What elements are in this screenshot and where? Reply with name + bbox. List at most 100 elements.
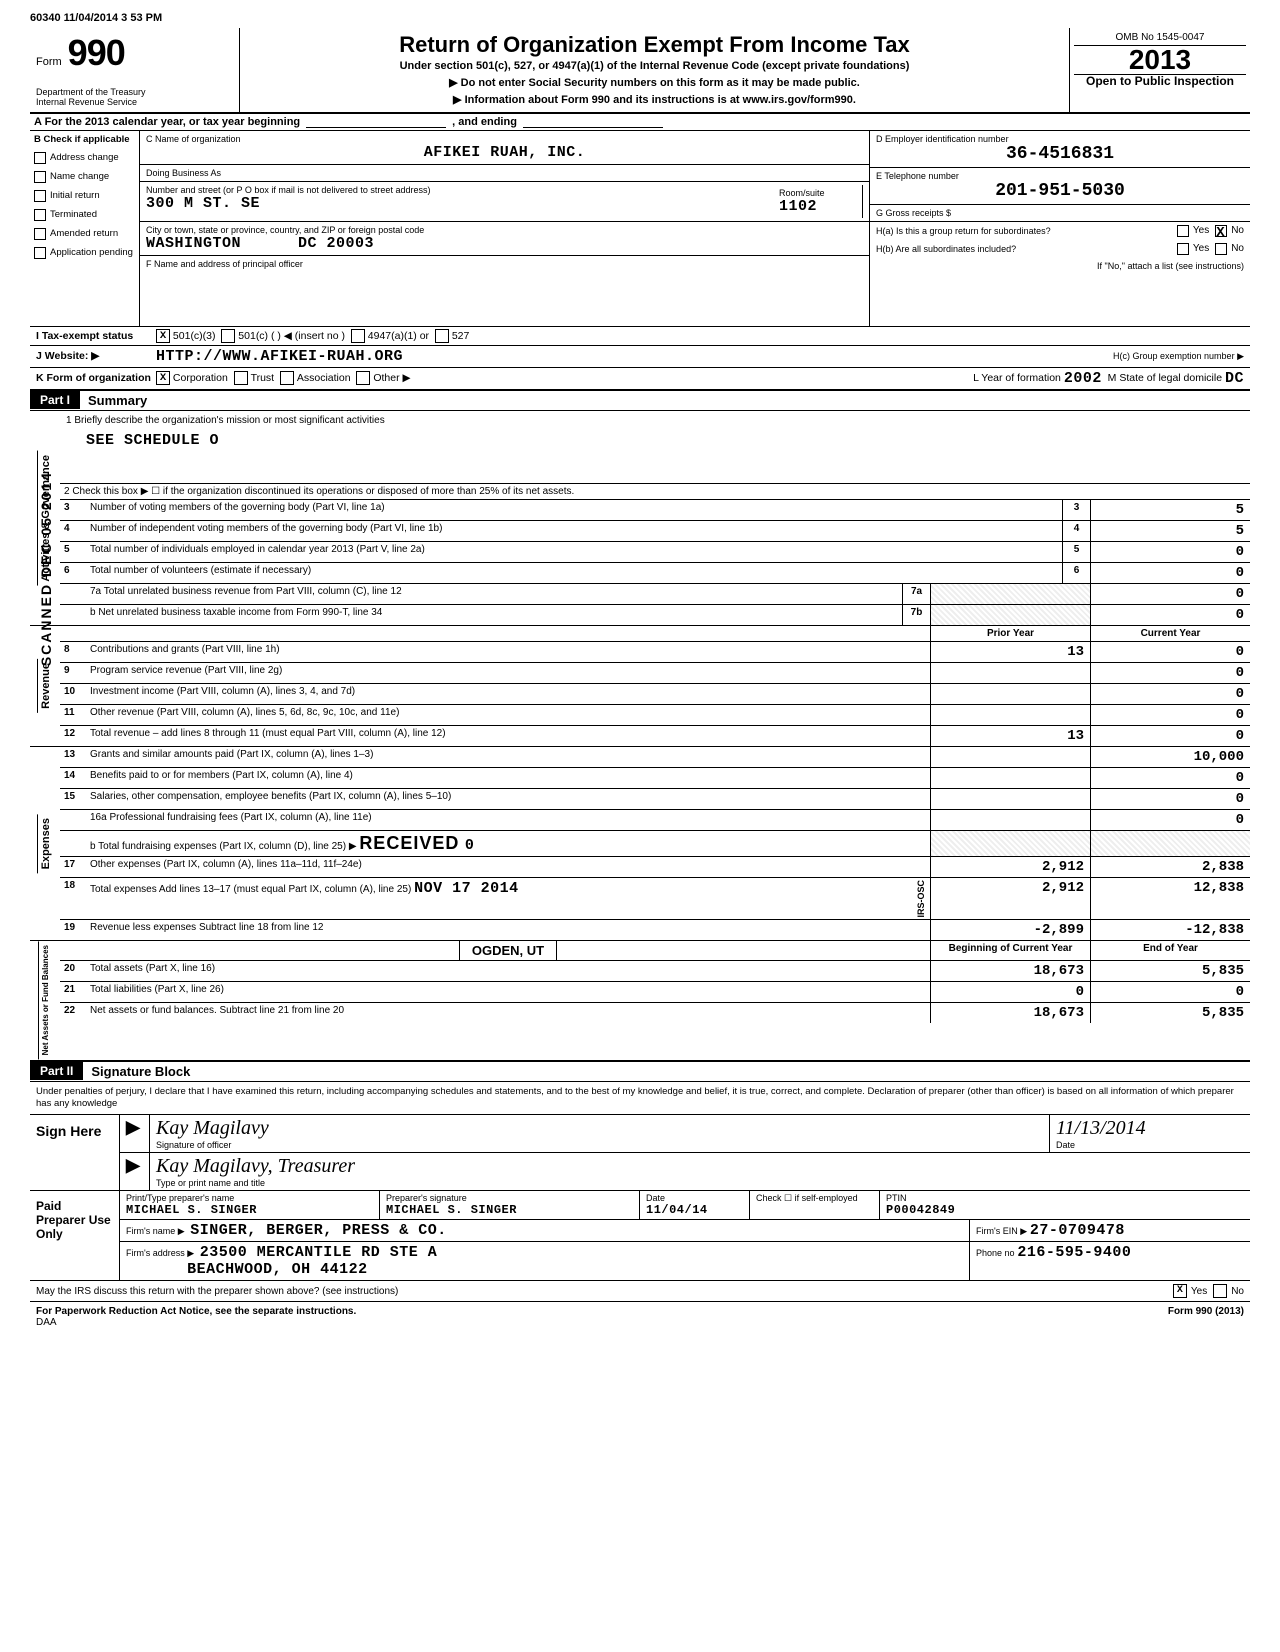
hb-note: If "No," attach a list (see instructions… [876, 261, 1244, 271]
state-domicile: DC [1225, 370, 1244, 387]
footer-form: Form 990 (2013) [1168, 1306, 1244, 1328]
form-word: Form [36, 56, 62, 68]
firm-phone: 216-595-9400 [1017, 1244, 1131, 1261]
line-22-beg: 18,673 [930, 1003, 1090, 1023]
chk-hb-no[interactable] [1215, 243, 1227, 255]
line-21: Total liabilities (Part X, line 26) [86, 982, 930, 1002]
chk-trust[interactable] [234, 371, 248, 385]
line-8-curr: 0 [1090, 642, 1250, 662]
line-10: Investment income (Part VIII, column (A)… [86, 684, 930, 704]
chk-amended[interactable] [34, 228, 46, 240]
opt-other: Other ▶ [373, 372, 410, 384]
website-url: HTTP://WWW.AFIKEI-RUAH.ORG [156, 348, 403, 365]
line-21-end: 0 [1090, 982, 1250, 1002]
hdr-beginning: Beginning of Current Year [930, 941, 1090, 960]
lbl-tax-exempt: I Tax-exempt status [36, 330, 156, 342]
chk-name-change[interactable] [34, 171, 46, 183]
chk-irs-no[interactable] [1213, 1284, 1227, 1298]
irs-osc: IRS-OSC [916, 880, 926, 918]
line-13: Grants and similar amounts paid (Part IX… [86, 747, 930, 767]
city: WASHINGTON [146, 235, 241, 252]
line-22-end: 5,835 [1090, 1003, 1250, 1023]
lbl-prep-sig: Preparer's signature [386, 1193, 633, 1203]
line-14: Benefits paid to or for members (Part IX… [86, 768, 930, 788]
open-public: Open to Public Inspection [1074, 75, 1246, 88]
line-8-prior: 13 [930, 642, 1090, 662]
lbl-ptin: PTIN [886, 1193, 1244, 1203]
line-7b: b Net unrelated business taxable income … [86, 605, 902, 625]
line-3-val: 5 [1090, 500, 1250, 520]
line-7a-val: 0 [1090, 584, 1250, 604]
line-1-desc: 1 Briefly describe the organization's mi… [66, 415, 1244, 426]
footer-paperwork: For Paperwork Reduction Act Notice, see … [36, 1306, 356, 1317]
lbl-hb: H(b) Are all subordinates included? [876, 244, 1171, 254]
chk-address-change[interactable] [34, 152, 46, 164]
lbl-officer: F Name and address of principal officer [146, 259, 863, 269]
line-20-end: 5,835 [1090, 961, 1250, 981]
prep-sig: MICHAEL S. SINGER [386, 1203, 633, 1217]
form-header: Form 990 Department of the Treasury Inte… [30, 28, 1250, 114]
phone: 201-951-5030 [876, 181, 1244, 201]
chk-terminated[interactable] [34, 209, 46, 221]
lbl-ein: D Employer identification number [876, 134, 1244, 144]
lbl-firm-addr: Firm's address ▶ [126, 1248, 194, 1258]
line-19-curr: -12,838 [1090, 920, 1250, 940]
chk-501c3[interactable]: X [156, 329, 170, 343]
line-12: Total revenue – add lines 8 through 11 (… [86, 726, 930, 746]
lbl-org-name: C Name of organization [146, 134, 863, 144]
opt-527: 527 [452, 330, 470, 342]
sig-disclaimer: Under penalties of perjury, I declare th… [30, 1082, 1250, 1115]
opt-corp: Corporation [173, 372, 228, 384]
chk-hb-yes[interactable] [1177, 243, 1189, 255]
lbl-yes2: Yes [1193, 243, 1209, 254]
line-22: Net assets or fund balances. Subtract li… [86, 1003, 930, 1023]
chk-irs-yes[interactable]: X [1173, 1284, 1187, 1298]
year-formation: 2002 [1064, 370, 1102, 387]
lbl-firm-phone: Phone no [976, 1248, 1015, 1258]
form-note-2: ▶ Information about Form 990 and its ins… [248, 93, 1061, 106]
lbl-yes: Yes [1193, 225, 1209, 236]
line-16a-curr: 0 [1090, 810, 1250, 830]
line-11: Other revenue (Part VIII, column (A), li… [86, 705, 930, 725]
line-9: Program service revenue (Part VIII, line… [86, 663, 930, 683]
lbl-yes3: Yes [1191, 1286, 1207, 1297]
line-7b-val: 0 [1090, 605, 1250, 625]
chk-initial-return[interactable] [34, 190, 46, 202]
line-16b-val: 0 [465, 837, 475, 854]
sign-date: 11/13/2014 [1056, 1117, 1244, 1140]
state-zip: DC 20003 [298, 235, 374, 252]
part1-title: Summary [80, 391, 155, 410]
line-3: Number of voting members of the governin… [86, 500, 1062, 520]
row-i: I Tax-exempt status X 501(c)(3) 501(c) (… [30, 327, 1250, 346]
line-16a: 16a Professional fundraising fees (Part … [86, 810, 930, 830]
line-17-prior: 2,912 [930, 857, 1090, 877]
firm-name: SINGER, BERGER, PRESS & CO. [190, 1222, 447, 1239]
line-7a: 7a Total unrelated business revenue from… [86, 584, 902, 604]
line-12-curr: 0 [1090, 726, 1250, 746]
line-17-curr: 2,838 [1090, 857, 1250, 877]
side-revenue: Revenue [37, 659, 54, 713]
line-4-val: 5 [1090, 521, 1250, 541]
chk-assoc[interactable] [280, 371, 294, 385]
chk-ha-no[interactable]: X [1215, 225, 1227, 237]
lbl-website: J Website: ▶ [36, 350, 156, 362]
lbl-hc: H(c) Group exemption number ▶ [1113, 351, 1244, 362]
chk-501c[interactable] [221, 329, 235, 343]
identity-block: B Check if applicable Address change Nam… [30, 131, 1250, 327]
officer-name-title: Kay Magilavy, Treasurer [156, 1155, 1244, 1178]
chk-527[interactable] [435, 329, 449, 343]
ein: 36-4516831 [876, 144, 1244, 164]
lbl-no: No [1231, 225, 1244, 236]
chk-4947[interactable] [351, 329, 365, 343]
chk-other[interactable] [356, 371, 370, 385]
received-stamp: RECEIVED [359, 833, 459, 853]
lbl-name-change: Name change [50, 171, 109, 182]
chk-ha-yes[interactable] [1177, 225, 1189, 237]
line-11-curr: 0 [1090, 705, 1250, 725]
firm-addr-1: 23500 MERCANTILE RD STE A [200, 1244, 438, 1261]
lbl-amended: Amended return [50, 228, 118, 239]
chk-app-pending[interactable] [34, 247, 46, 259]
lbl-prep-date: Date [646, 1193, 743, 1203]
col-b-heading: B Check if applicable [34, 134, 135, 145]
chk-corp[interactable]: X [156, 371, 170, 385]
